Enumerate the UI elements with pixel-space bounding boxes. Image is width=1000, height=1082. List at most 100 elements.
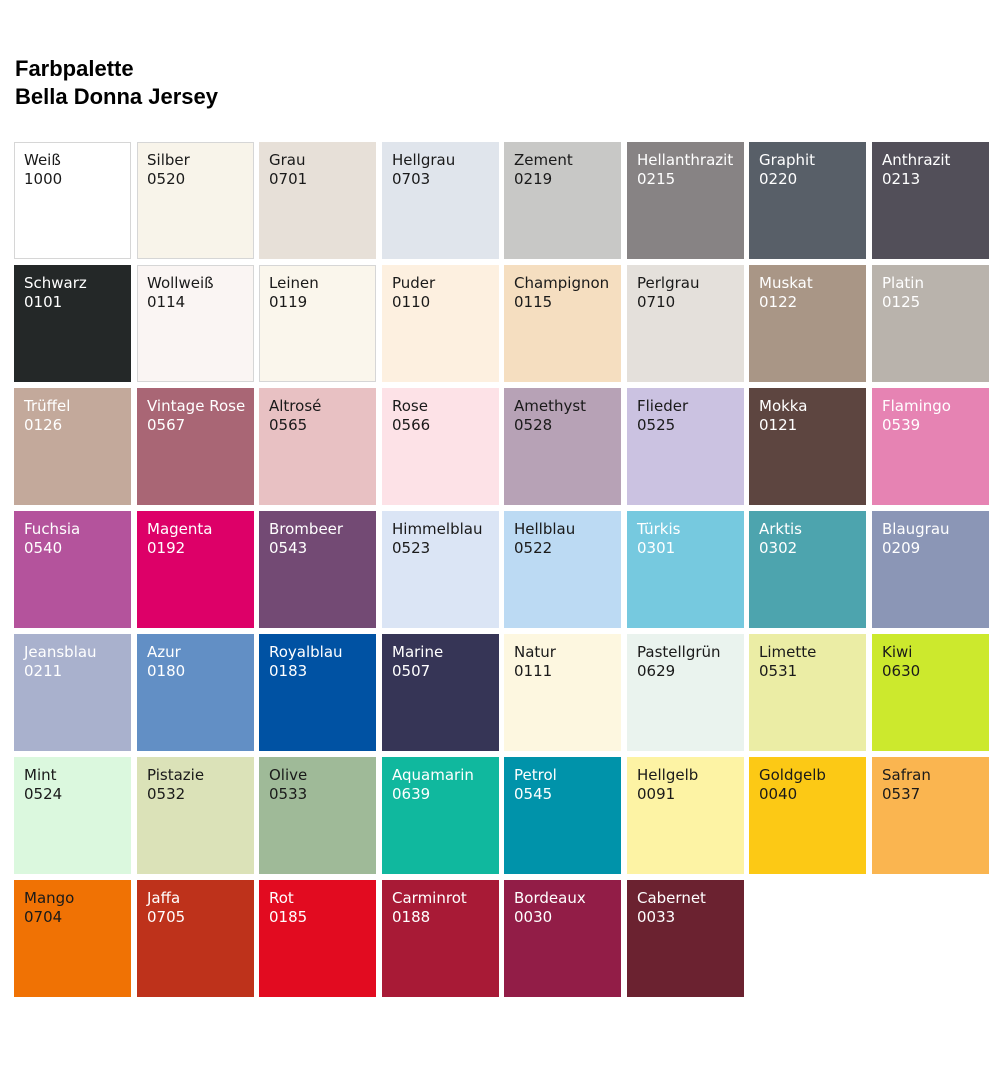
swatch-label: Fuchsia 0540: [24, 520, 80, 558]
swatch-label: Flieder 0525: [637, 397, 688, 435]
swatch-color-name: Aquamarin: [392, 766, 474, 784]
swatch-color-code: 0701: [269, 170, 308, 188]
swatch-color-code: 0525: [637, 416, 676, 434]
swatch-color-code: 0119: [269, 293, 308, 311]
color-swatch: Goldgelb 0040: [749, 757, 866, 874]
swatch-color-code: 0033: [637, 908, 676, 926]
color-swatch: Natur 0111: [504, 634, 621, 751]
swatch-color-code: 0507: [392, 662, 431, 680]
swatch-color-name: Zement: [514, 151, 573, 169]
swatch-color-name: Marine: [392, 643, 444, 661]
color-swatch: Vintage Rose 0567: [137, 388, 254, 505]
swatch-label: Mokka 0121: [759, 397, 807, 435]
color-swatch: Magenta 0192: [137, 511, 254, 628]
color-swatch: Royalblau 0183: [259, 634, 376, 751]
color-swatch: Jaffa 0705: [137, 880, 254, 997]
swatch-label: Rose 0566: [392, 397, 430, 435]
color-swatch: Silber 0520: [137, 142, 254, 259]
swatch-color-code: 0710: [637, 293, 676, 311]
swatch-color-name: Pistazie: [147, 766, 205, 784]
swatch-color-code: 0126: [24, 416, 63, 434]
color-swatch: Wollweiß 0114: [137, 265, 254, 382]
swatch-color-code: 0040: [759, 785, 798, 803]
color-swatch: Himmelblau 0523: [382, 511, 499, 628]
color-swatch: Petrol 0545: [504, 757, 621, 874]
swatch-color-code: 0629: [637, 662, 676, 680]
swatch-color-code: 0111: [514, 662, 553, 680]
color-swatch: Aquamarin 0639: [382, 757, 499, 874]
swatch-color-code: 0540: [24, 539, 63, 557]
color-swatch: Kiwi 0630: [872, 634, 989, 751]
color-swatch-grid: Weiß 1000 Silber 0520 Grau 0701 Hellgrau 0703 Ze…: [14, 142, 989, 998]
swatch-color-code: 0101: [24, 293, 63, 311]
color-swatch: Mango 0704: [14, 880, 131, 997]
swatch-color-name: Royalblau: [269, 643, 343, 661]
color-swatch: Amethyst 0528: [504, 388, 621, 505]
swatch-label: Goldgelb 0040: [759, 766, 826, 804]
swatch-label: Natur 0111: [514, 643, 556, 681]
color-swatch: Rose 0566: [382, 388, 499, 505]
swatch-color-name: Türkis: [637, 520, 681, 538]
color-swatch: Trüffel 0126: [14, 388, 131, 505]
swatch-label: Anthrazit 0213: [882, 151, 950, 189]
color-swatch: Weiß 1000: [14, 142, 131, 259]
color-swatch: Muskat 0122: [749, 265, 866, 382]
color-swatch: Flamingo 0539: [872, 388, 989, 505]
swatch-color-name: Wollweiß: [147, 274, 214, 292]
swatch-color-code: 0543: [269, 539, 308, 557]
color-swatch: Platin 0125: [872, 265, 989, 382]
swatch-label: Jaffa 0705: [147, 889, 185, 927]
swatch-color-name: Leinen: [269, 274, 319, 292]
swatch-label: Zement 0219: [514, 151, 573, 189]
swatch-color-code: 0630: [882, 662, 921, 680]
color-swatch: Türkis 0301: [627, 511, 744, 628]
swatch-label: Flamingo 0539: [882, 397, 951, 435]
color-swatch: Anthrazit 0213: [872, 142, 989, 259]
swatch-color-code: 0188: [392, 908, 431, 926]
color-swatch: Bordeaux 0030: [504, 880, 621, 997]
color-swatch: Arktis 0302: [749, 511, 866, 628]
swatch-color-code: 0211: [24, 662, 63, 680]
swatch-color-name: Hellanthrazit: [637, 151, 734, 169]
swatch-label: Puder 0110: [392, 274, 435, 312]
swatch-color-name: Rose: [392, 397, 428, 415]
swatch-color-name: Magenta: [147, 520, 213, 538]
swatch-color-name: Mint: [24, 766, 57, 784]
swatch-color-name: Platin: [882, 274, 924, 292]
swatch-color-name: Weiß: [24, 151, 61, 169]
swatch-label: Vintage Rose 0567: [147, 397, 245, 435]
swatch-label: Grau 0701: [269, 151, 307, 189]
swatch-color-code: 0122: [759, 293, 798, 311]
swatch-color-name: Carminrot: [392, 889, 467, 907]
page-title: Farbpalette Bella Donna Jersey: [15, 55, 218, 111]
swatch-color-name: Kiwi: [882, 643, 913, 661]
swatch-color-code: 0705: [147, 908, 186, 926]
swatch-label: Bordeaux 0030: [514, 889, 586, 927]
swatch-color-name: Fuchsia: [24, 520, 81, 538]
swatch-color-name: Vintage Rose: [147, 397, 246, 415]
color-swatch: Azur 0180: [137, 634, 254, 751]
swatch-color-name: Grau: [269, 151, 306, 169]
color-swatch: Carminrot 0188: [382, 880, 499, 997]
swatch-color-name: Graphit: [759, 151, 816, 169]
swatch-label: Kiwi 0630: [882, 643, 920, 681]
swatch-label: Cabernet 0033: [637, 889, 706, 927]
swatch-color-name: Arktis: [759, 520, 802, 538]
swatch-label: Perlgrau 0710: [637, 274, 699, 312]
swatch-color-code: 0301: [637, 539, 676, 557]
swatch-label: Olive 0533: [269, 766, 307, 804]
color-swatch: Mokka 0121: [749, 388, 866, 505]
color-swatch: Cabernet 0033: [627, 880, 744, 997]
swatch-color-code: 0213: [882, 170, 921, 188]
swatch-color-code: 0531: [759, 662, 798, 680]
color-swatch: Flieder 0525: [627, 388, 744, 505]
color-swatch: Hellgrau 0703: [382, 142, 499, 259]
swatch-color-name: Silber: [147, 151, 190, 169]
color-swatch: Jeansblau 0211: [14, 634, 131, 751]
swatch-color-name: Limette: [759, 643, 817, 661]
swatch-color-code: 0537: [882, 785, 921, 803]
swatch-label: Schwarz 0101: [24, 274, 87, 312]
swatch-label: Royalblau 0183: [269, 643, 343, 681]
swatch-label: Petrol 0545: [514, 766, 557, 804]
swatch-color-name: Altrosé: [269, 397, 322, 415]
